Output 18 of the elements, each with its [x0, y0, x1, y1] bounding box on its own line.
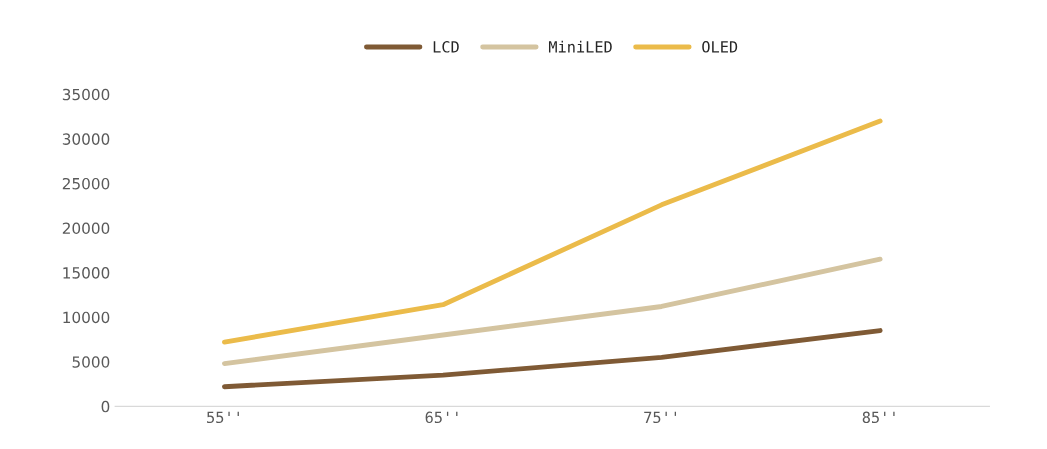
- line-series: [222, 118, 883, 345]
- legend-label: OLED: [702, 41, 738, 53]
- y-tick-label: 25000: [62, 177, 110, 190]
- legend-label: LCD: [433, 41, 459, 53]
- y-tick-label: 35000: [62, 88, 110, 101]
- y-tick-label: 10000: [63, 311, 110, 324]
- y-tick-label: 5000: [72, 356, 110, 368]
- x-tick-label: 65'': [425, 411, 458, 424]
- y-tick-label: 30000: [62, 133, 110, 145]
- line-series: [222, 328, 883, 390]
- y-tick-label: 15000: [63, 267, 110, 279]
- x-tick-label: 85'': [862, 411, 895, 424]
- line-series: [222, 256, 883, 366]
- y-tick-label: 0: [101, 400, 110, 413]
- legend-label: MiniLED: [548, 40, 612, 53]
- y-tick-label: 20000: [62, 222, 110, 235]
- x-tick-label: 55'': [207, 411, 239, 424]
- x-tick-label: 75'': [644, 411, 677, 424]
